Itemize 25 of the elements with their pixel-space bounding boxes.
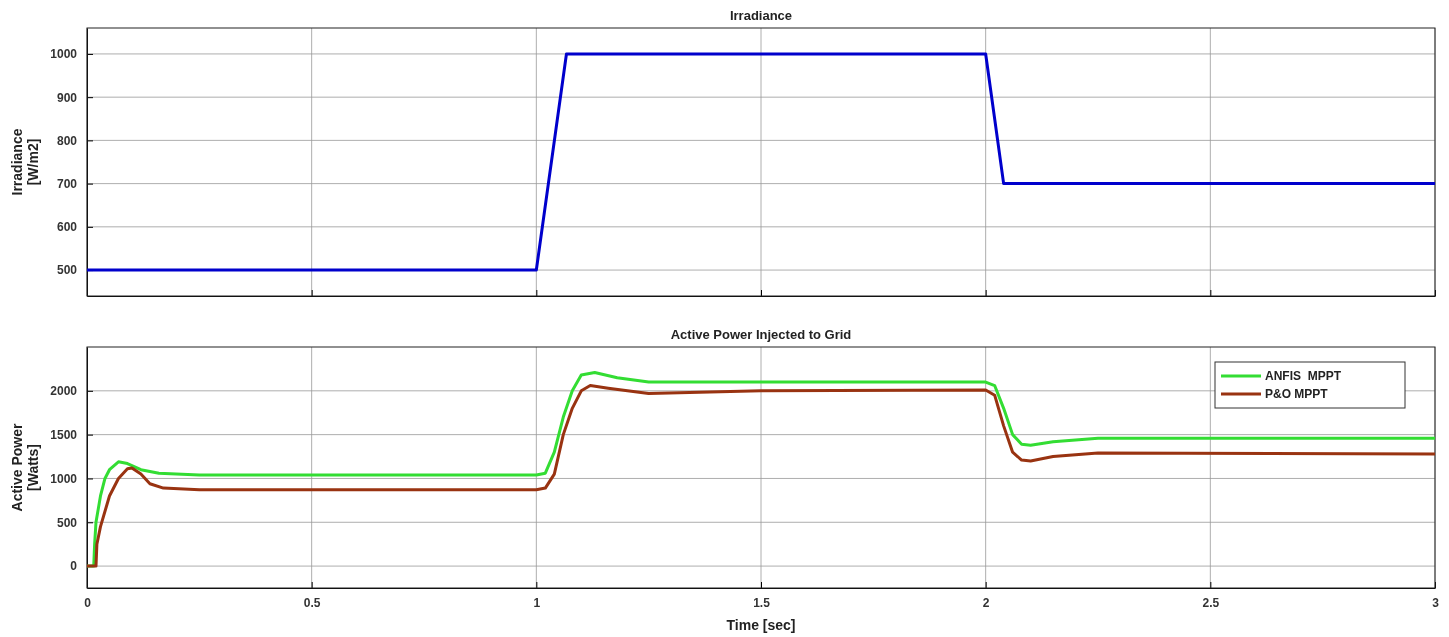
x-tick-label: 0.5 xyxy=(303,595,321,610)
y-tick-label: 500 xyxy=(56,263,78,278)
y-axis-title: Irradiance [W/m2] xyxy=(9,128,41,196)
y-tick-label: 1000 xyxy=(50,471,78,486)
y-tick-label: 500 xyxy=(56,515,78,530)
chart-title: Irradiance xyxy=(729,8,793,23)
y-tick-label: 0 xyxy=(70,559,78,574)
y-tick-label: 2000 xyxy=(50,384,78,399)
y-tick-label: 1000 xyxy=(50,47,78,62)
y-tick-label: 1500 xyxy=(50,427,78,442)
y-axis-title: Active Power [Watts] xyxy=(9,422,41,512)
y-tick-label: 800 xyxy=(56,133,78,148)
x-tick-label: 3 xyxy=(1432,595,1440,610)
legend-label: ANFIS MPPT xyxy=(1265,369,1342,383)
legend-label: P&O MPPT xyxy=(1265,387,1329,401)
y-tick-label: 900 xyxy=(56,90,78,105)
x-tick-label: 2 xyxy=(982,595,990,610)
y-tick-label: 600 xyxy=(56,220,78,235)
chart-title: Active Power Injected to Grid xyxy=(670,327,852,342)
x-tick-label: 2.5 xyxy=(1202,595,1220,610)
y-tick-label: 700 xyxy=(56,176,78,191)
x-tick-label: 0 xyxy=(84,595,92,610)
x-axis-title: Time [sec] xyxy=(726,617,796,633)
x-tick-label: 1 xyxy=(533,595,541,610)
x-tick-label: 1.5 xyxy=(753,595,771,610)
